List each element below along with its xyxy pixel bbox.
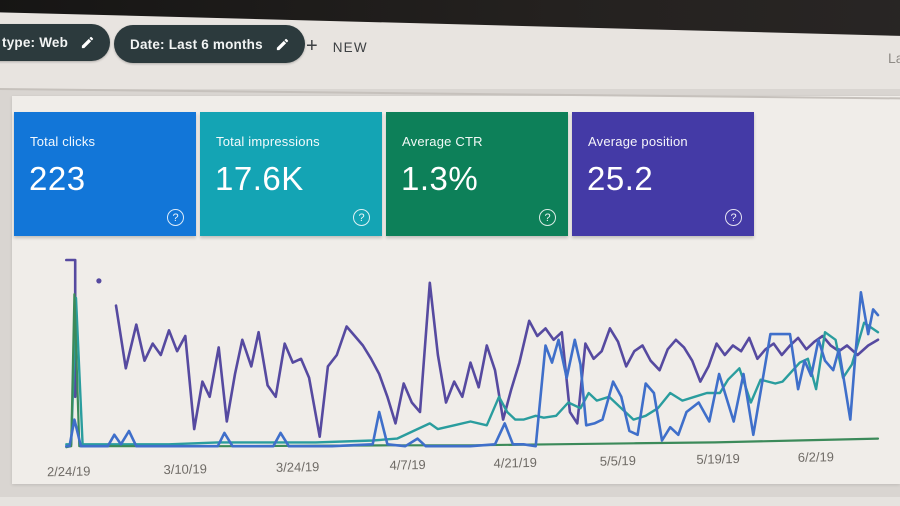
average-ctr-card[interactable]: Average CTR 1.3% ? [386, 112, 568, 236]
card-value: 223 [29, 160, 86, 197]
position-line [114, 281, 880, 438]
card-label: Total impressions [216, 134, 320, 149]
clicks-line [64, 290, 880, 448]
card-value: 1.3% [401, 160, 479, 197]
date-filter-chip[interactable]: Date: Last 6 months [114, 25, 305, 63]
x-axis-label: 2/24/19 [46, 463, 91, 480]
last-updated-partial-text: La [888, 50, 900, 66]
metric-cards-row: Total clicks 223 ? Total impressions 17.… [14, 112, 754, 236]
performance-chart[interactable] [63, 255, 880, 460]
search-type-chip-label: type: Web [2, 35, 69, 50]
new-filter-button[interactable]: + NEW [306, 34, 368, 58]
total-impressions-card[interactable]: Total impressions 17.6K ? [200, 112, 382, 236]
date-chip-label: Date: Last 6 months [130, 36, 263, 52]
x-axis-label: 6/2/19 [797, 449, 835, 465]
plus-icon: + [306, 35, 318, 57]
search-type-filter-chip[interactable]: type: Web [0, 24, 111, 61]
x-axis-label: 5/19/19 [696, 451, 740, 467]
card-value: 25.2 [587, 160, 654, 197]
position-line-point [96, 278, 102, 284]
help-icon[interactable]: ? [353, 209, 370, 226]
card-label: Average position [588, 134, 688, 149]
x-axis-label: 4/21/19 [493, 454, 538, 471]
edit-pencil-icon[interactable] [275, 37, 290, 52]
help-icon[interactable]: ? [167, 209, 184, 226]
performance-panel: Total clicks 223 ? Total impressions 17.… [12, 96, 900, 484]
performance-chart-svg [64, 258, 880, 449]
total-clicks-card[interactable]: Total clicks 223 ? [14, 112, 196, 236]
x-axis-label: 5/5/19 [599, 453, 637, 469]
card-value: 17.6K [215, 160, 304, 197]
new-filter-button-label: NEW [332, 39, 368, 55]
edit-pencil-icon[interactable] [80, 35, 95, 50]
screen-bottom-edge [0, 497, 900, 506]
help-icon[interactable]: ? [725, 209, 742, 226]
x-axis-label: 3/10/19 [163, 461, 208, 478]
card-label: Average CTR [402, 134, 483, 149]
help-icon[interactable]: ? [539, 209, 556, 226]
average-position-card[interactable]: Average position 25.2 ? [572, 112, 754, 236]
impressions-line [65, 296, 880, 446]
x-axis-label: 4/7/19 [389, 457, 426, 473]
x-axis-label: 3/24/19 [275, 459, 320, 475]
card-label: Total clicks [30, 134, 96, 149]
